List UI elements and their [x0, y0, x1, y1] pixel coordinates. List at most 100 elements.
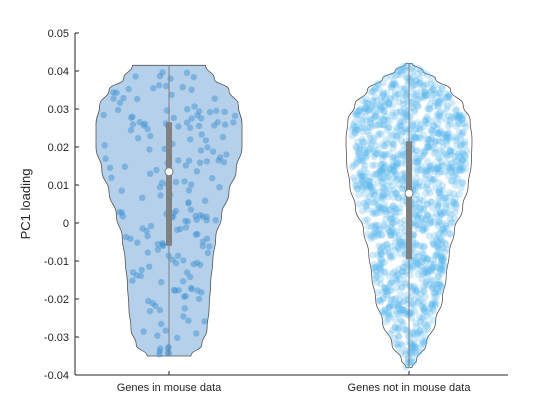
- data-point: [203, 213, 210, 220]
- data-point: [411, 288, 420, 297]
- data-point: [356, 143, 364, 151]
- data-point: [358, 135, 366, 143]
- data-point: [168, 91, 175, 99]
- data-point: [419, 227, 427, 235]
- data-point: [435, 194, 443, 202]
- data-point: [386, 165, 394, 173]
- data-point: [425, 143, 433, 151]
- data-point: [385, 123, 393, 131]
- data-point: [440, 109, 448, 118]
- data-point: [461, 152, 469, 160]
- data-point: [412, 285, 420, 293]
- data-point: [458, 179, 466, 187]
- data-point: [446, 148, 455, 156]
- data-point: [361, 217, 369, 225]
- data-point: [146, 146, 153, 153]
- data-point: [183, 119, 191, 126]
- data-point: [417, 134, 425, 142]
- data-point: [423, 113, 431, 121]
- violin-genes-not-in-mouse-data: [345, 62, 473, 371]
- data-point: [421, 116, 429, 124]
- data-point: [402, 327, 410, 335]
- data-point: [382, 208, 390, 216]
- data-point: [415, 157, 423, 165]
- data-point: [366, 117, 374, 125]
- data-point: [364, 146, 372, 155]
- data-point: [382, 205, 390, 213]
- data-point: [451, 181, 459, 189]
- data-point: [209, 175, 216, 182]
- data-point: [395, 304, 403, 312]
- data-point: [421, 269, 429, 277]
- data-point: [358, 154, 366, 162]
- data-point: [386, 279, 394, 287]
- data-point: [390, 334, 399, 342]
- data-point: [425, 136, 433, 144]
- data-point: [457, 141, 465, 149]
- data-point: [400, 110, 408, 118]
- data-point: [353, 126, 361, 134]
- data-point: [352, 160, 360, 168]
- data-point: [444, 208, 452, 217]
- data-point: [424, 277, 432, 285]
- data-point: [448, 177, 456, 185]
- data-point: [390, 77, 398, 85]
- data-point: [195, 295, 203, 303]
- data-point: [419, 94, 427, 102]
- data-point: [427, 300, 435, 308]
- data-point: [172, 260, 180, 267]
- data-point: [371, 209, 379, 218]
- data-point: [365, 139, 373, 147]
- data-point: [443, 105, 451, 113]
- data-point: [386, 252, 395, 260]
- data-point: [352, 111, 360, 119]
- data-point: [435, 103, 443, 111]
- data-point: [127, 127, 135, 134]
- data-point: [397, 84, 405, 92]
- data-point: [408, 98, 417, 106]
- violin-points: [100, 69, 239, 358]
- data-point: [175, 287, 183, 294]
- data-point: [429, 213, 437, 221]
- data-point: [400, 118, 408, 126]
- data-point: [212, 217, 219, 224]
- data-point: [385, 227, 393, 236]
- data-point: [414, 181, 422, 189]
- data-point: [368, 96, 376, 104]
- data-point: [432, 299, 440, 307]
- data-point: [372, 122, 380, 130]
- data-point: [431, 290, 439, 298]
- data-point: [416, 327, 424, 335]
- data-point: [438, 266, 446, 274]
- data-point: [444, 92, 452, 100]
- data-point: [383, 89, 391, 97]
- data-point: [420, 250, 428, 258]
- data-point: [372, 271, 380, 279]
- data-point: [434, 273, 442, 281]
- data-point: [361, 150, 369, 158]
- data-point: [461, 119, 469, 127]
- data-point: [394, 194, 402, 202]
- data-point: [432, 148, 440, 156]
- data-point: [412, 91, 420, 100]
- data-point: [392, 81, 400, 89]
- data-point: [420, 169, 428, 177]
- data-point: [363, 152, 371, 160]
- data-point: [383, 126, 391, 134]
- data-point: [414, 265, 422, 273]
- data-point: [446, 165, 455, 173]
- data-point: [396, 121, 404, 129]
- data-point: [411, 179, 419, 187]
- data-point: [221, 108, 228, 116]
- data-point: [433, 235, 441, 243]
- data-point: [439, 262, 447, 270]
- data-point: [380, 151, 388, 159]
- data-point: [379, 205, 387, 213]
- data-point: [439, 253, 447, 261]
- data-point: [427, 80, 435, 88]
- data-point: [357, 116, 365, 124]
- data-point: [357, 180, 365, 188]
- data-point: [380, 204, 388, 212]
- data-point: [404, 117, 412, 125]
- data-point: [386, 215, 394, 223]
